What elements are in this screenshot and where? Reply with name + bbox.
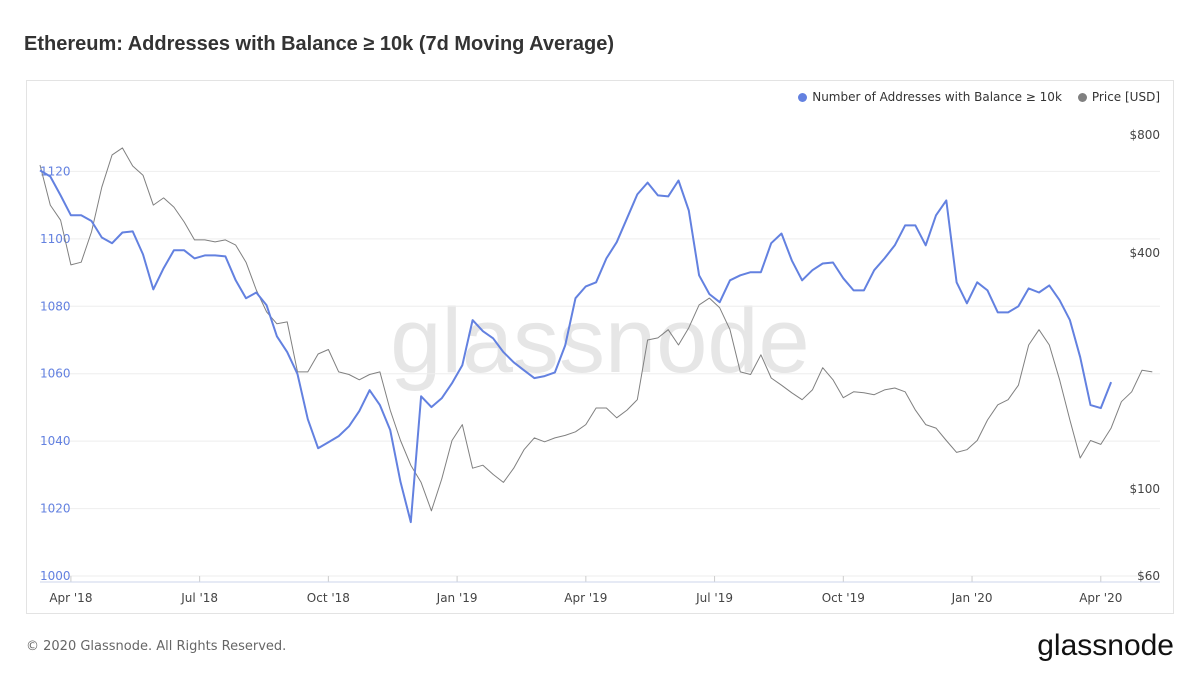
series-line: [39, 147, 1153, 512]
legend-item[interactable]: Number of Addresses with Balance ≥ 10k: [798, 90, 1062, 104]
x-tick-label: Jan '20: [951, 591, 993, 605]
legend-swatch: [798, 92, 808, 102]
legend-swatch: [1077, 92, 1087, 102]
y-tick-label: 1020: [40, 502, 71, 516]
x-tick-label: Apr '18: [49, 591, 92, 605]
legend-label: Number of Addresses with Balance ≥ 10k: [812, 90, 1062, 104]
x-tick-label: Apr '19: [564, 591, 607, 605]
legend-label: Price [USD]: [1091, 90, 1160, 104]
chart-title: Ethereum: Addresses with Balance ≥ 10k (…: [24, 33, 614, 55]
x-tick-label: Oct '19: [822, 591, 865, 605]
y2-tick-label: $60: [1137, 569, 1160, 583]
y2-tick-label: $800: [1129, 128, 1160, 142]
y-tick-label: 1120: [40, 164, 71, 178]
x-tick-label: Jul '18: [180, 591, 218, 605]
y-tick-label: 1040: [40, 434, 71, 448]
y-tick-label: 1060: [40, 367, 71, 381]
y-tick-label: 1100: [40, 232, 71, 246]
logo: glassnode: [1037, 629, 1174, 662]
x-tick-label: Oct '18: [307, 591, 350, 605]
y2-tick-label: $100: [1129, 482, 1160, 496]
y-tick-label: 1000: [40, 569, 71, 583]
watermark: glassnode: [390, 290, 809, 392]
legend: Number of Addresses with Balance ≥ 10k Pr…: [798, 90, 1160, 104]
x-tick-label: Jul '19: [695, 591, 733, 605]
chart-frame: [26, 80, 1174, 614]
y2-tick-label: $400: [1129, 246, 1160, 260]
legend-item[interactable]: Price [USD]: [1077, 90, 1160, 104]
x-tick-label: Jan '19: [436, 591, 478, 605]
copyright: © 2020 Glassnode. All Rights Reserved.: [26, 639, 286, 654]
series-line: [39, 169, 1113, 524]
x-tick-label: Apr '20: [1079, 591, 1122, 605]
y-tick-label: 1080: [40, 299, 71, 313]
plot-area: 1000 1020 1040 1060 1080 1100 1120 $60 $100 $400 $…: [39, 128, 1160, 605]
